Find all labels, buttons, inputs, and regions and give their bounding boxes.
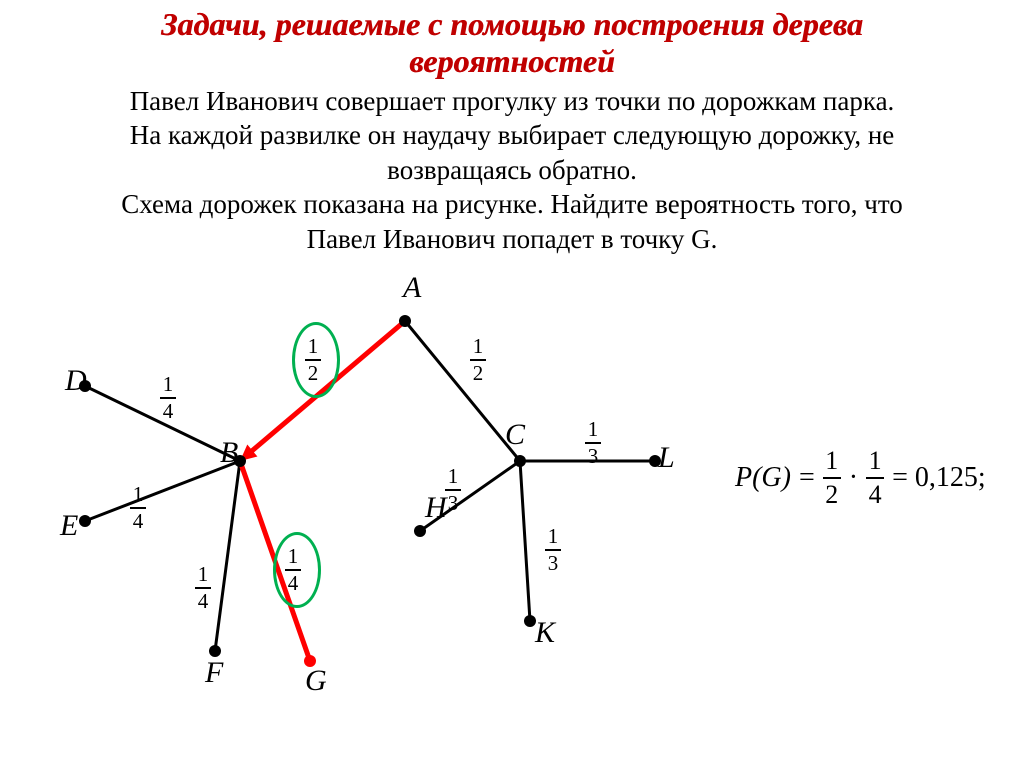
edge-fraction-8: 13 — [585, 419, 601, 467]
formula-lhs: P(G) — [735, 462, 791, 494]
node-label-L: L — [658, 441, 675, 475]
content-area: ABCDEFGHKL121214141414131313 P(G) = 1 2 … — [0, 256, 1024, 726]
edge-fraction-1: 12 — [470, 336, 486, 384]
fraction-num: 1 — [448, 466, 459, 489]
fraction-den: 4 — [195, 587, 211, 612]
edge-A-C — [405, 321, 520, 461]
node-label-H: H — [425, 491, 447, 525]
para-line-2: На каждой развилке он наудачу выбирает с… — [130, 120, 895, 150]
node-label-F: F — [205, 656, 223, 690]
fraction-num: 1 — [198, 564, 209, 587]
fraction-num: 1 — [163, 374, 174, 397]
fraction-num: 1 — [588, 419, 599, 442]
node-label-D: D — [65, 364, 87, 398]
fraction-num: 1 — [473, 336, 484, 359]
f2-den: 4 — [866, 477, 884, 508]
node-C — [514, 455, 526, 467]
para-line-4: Схема дорожек показана на рисунке. Найди… — [121, 189, 903, 219]
formula-result: = 0,125; — [892, 462, 986, 494]
node-E — [79, 515, 91, 527]
node-label-C: C — [505, 418, 525, 452]
highlight-oval-0 — [292, 322, 340, 398]
edge-C-K — [520, 461, 530, 621]
fraction-den: 3 — [445, 489, 461, 514]
para-line-5: Павел Иванович попадет в точку G. — [307, 224, 718, 254]
node-label-K: K — [535, 616, 555, 650]
node-label-G: G — [305, 664, 327, 698]
edge-fraction-7: 13 — [545, 526, 561, 574]
graph-svg — [30, 266, 690, 706]
edge-fraction-6: 13 — [445, 466, 461, 514]
f1-den: 2 — [823, 477, 841, 508]
slide-title: Задачи, решаемые с помощью построения де… — [0, 0, 1024, 80]
node-H — [414, 525, 426, 537]
fraction-num: 1 — [133, 484, 144, 507]
para-line-1: Павел Иванович совершает прогулку из точ… — [130, 86, 895, 116]
edge-fraction-2: 14 — [160, 374, 176, 422]
fraction-1: 1 2 — [823, 448, 841, 508]
node-label-A: A — [403, 271, 421, 305]
para-line-3: возвращаясь обратно. — [387, 155, 637, 185]
fraction-den: 3 — [545, 549, 561, 574]
title-line-1: Задачи, решаемые с помощью построения де… — [161, 6, 863, 42]
edge-B-F — [215, 461, 240, 651]
edge-B-E — [85, 461, 240, 521]
title-line-2: вероятностей — [409, 43, 615, 79]
fraction-2: 1 4 — [866, 448, 884, 508]
node-A — [399, 315, 411, 327]
node-label-B: B — [220, 436, 238, 470]
solution-formula: P(G) = 1 2 · 1 4 = 0,125; — [735, 448, 986, 508]
fraction-den: 3 — [585, 442, 601, 467]
node-label-E: E — [60, 509, 78, 543]
fraction-den: 4 — [160, 397, 176, 422]
edge-fraction-3: 14 — [130, 484, 146, 532]
equals-sign: = — [799, 462, 815, 494]
edge-fraction-4: 14 — [195, 564, 211, 612]
f2-num: 1 — [869, 448, 882, 477]
f1-num: 1 — [825, 448, 838, 477]
dot-sign: · — [849, 462, 858, 494]
highlight-oval-1 — [273, 532, 321, 608]
fraction-num: 1 — [548, 526, 559, 549]
fraction-den: 4 — [130, 507, 146, 532]
graph-diagram: ABCDEFGHKL121214141414131313 — [30, 266, 690, 711]
fraction-den: 2 — [470, 359, 486, 384]
problem-paragraph: Павел Иванович совершает прогулку из точ… — [0, 80, 1024, 257]
